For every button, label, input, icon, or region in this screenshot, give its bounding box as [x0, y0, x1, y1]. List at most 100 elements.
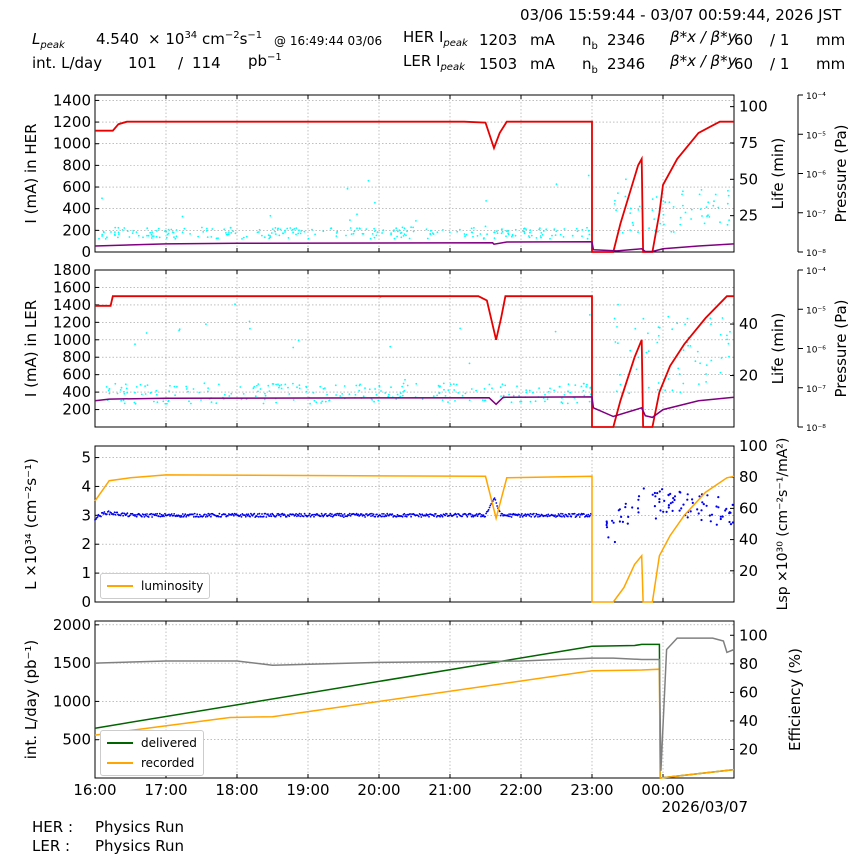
specific-lumi-point: [546, 515, 549, 518]
her-lifetime-point: [653, 218, 656, 221]
her-lifetime-point: [559, 233, 562, 236]
her-lifetime-point: [278, 234, 281, 237]
ler-lifetime-point: [375, 394, 378, 396]
specific-lumi-point: [330, 515, 332, 518]
lpeak-unit: × 1034 cm−2s−1: [148, 30, 263, 48]
ler-lifetime-point: [657, 382, 660, 384]
specific-lumi-point: [256, 513, 259, 515]
specific-lumi-point: [160, 513, 163, 516]
her-lifetime-point: [501, 230, 504, 233]
specific-lumi-point: [662, 510, 665, 513]
ler-lifetime-point: [679, 391, 682, 394]
ler-ipeak-label: LER Ipeak: [403, 52, 465, 73]
her-lifetime-point: [225, 232, 227, 234]
her-lifetime-point: [365, 228, 368, 231]
her-lifetime-point: [712, 204, 715, 207]
specific-lumi-point: [539, 514, 542, 517]
her-lifetime-point: [448, 231, 451, 234]
specific-lumi-point: [218, 512, 221, 515]
ler-current-line: [95, 295, 734, 428]
her-lifetime-point: [473, 227, 475, 229]
ler-lifetime-point: [628, 392, 631, 395]
specific-lumi-point: [320, 512, 323, 515]
specific-lumi-point: [495, 502, 498, 504]
her-lifetime-point: [708, 216, 711, 218]
x-tick-label: 18:00: [215, 781, 258, 799]
specific-lumi-point: [667, 506, 670, 509]
specific-lumi-point: [328, 514, 331, 517]
her-lifetime-point: [727, 194, 730, 197]
specific-lumi-point: [232, 513, 234, 516]
her-ytick-label: 200: [62, 221, 91, 239]
specific-lumi-point: [135, 514, 137, 516]
her-lifetime-point: [484, 225, 487, 228]
ler-lifetime-point: [534, 400, 537, 403]
ler-lifetime-point: [586, 383, 588, 386]
her-pressure-line: [94, 240, 735, 253]
specific-lumi-point: [374, 515, 377, 518]
specific-lumi-point: [257, 516, 260, 518]
her-lifetime-point: [655, 196, 658, 198]
her-lifetime-point: [381, 232, 383, 234]
ler-lifetime-point: [354, 393, 357, 396]
specific-lumi-point: [706, 494, 709, 497]
her-pressure-tick-label: 10⁻⁷: [806, 210, 826, 220]
specific-lumi-point: [129, 514, 131, 517]
ler-lifetime-point: [547, 390, 550, 393]
ler-nb-label: nb: [582, 55, 598, 76]
integrated-legend: delivered recorded: [100, 730, 204, 776]
x-tick-label: 23:00: [570, 781, 613, 799]
specific-lumi-point: [701, 501, 704, 504]
lumi-y2tick-label: 40: [739, 531, 758, 549]
her-lifetime-point: [436, 231, 439, 234]
specific-lumi-point: [193, 512, 196, 515]
her-lifetime-point: [274, 233, 277, 236]
her-lifetime-point: [523, 227, 526, 230]
specific-lumi-point: [265, 516, 268, 518]
ler-y2tick-label: 40: [739, 315, 758, 333]
ler-nb-value: 2346: [607, 55, 646, 73]
specific-lumi-point: [653, 491, 657, 495]
ler-lifetime-point: [313, 399, 316, 402]
her-lifetime-point: [670, 230, 673, 233]
ler-lifetime-point: [298, 387, 301, 390]
ler-lifetime-point: [709, 317, 712, 320]
specific-lumi-point: [359, 514, 361, 517]
her-lifetime-point: [289, 227, 292, 229]
her-lifetime-point: [625, 178, 627, 181]
ler-lifetime-point: [108, 392, 111, 395]
specific-lumi-point: [585, 514, 588, 517]
her-lifetime-point: [403, 233, 406, 236]
specific-lumi-point: [708, 514, 712, 517]
specific-lumi-point: [295, 513, 297, 515]
her-lifetime-point: [668, 201, 671, 204]
specific-lumi-point: [424, 514, 427, 517]
ler-lifetime-point: [280, 387, 283, 390]
specific-lumi-point: [144, 513, 147, 516]
ler-lifetime-point: [436, 394, 438, 397]
ler-lifetime-point: [710, 323, 712, 326]
specific-lumi-point: [141, 515, 143, 518]
specific-lumi-point: [605, 523, 608, 527]
her-lifetime-point: [170, 228, 173, 231]
ler-lifetime-point: [355, 384, 358, 387]
ler-lifetime-point: [309, 402, 311, 405]
ler-lifetime-point: [188, 400, 190, 403]
ler-lifetime-point: [205, 323, 207, 326]
specific-lumi-point: [680, 507, 683, 510]
her-lifetime-point: [346, 187, 349, 190]
specific-lumi-point: [521, 515, 524, 518]
her-lifetime-point: [442, 229, 444, 231]
ler-lifetime-point: [368, 388, 371, 391]
x-tick-label: 17:00: [144, 781, 187, 799]
specific-lumi-point: [731, 521, 735, 524]
her-lifetime-point: [514, 234, 517, 237]
her-lifetime-point: [101, 197, 103, 200]
ler-lifetime-point: [298, 384, 301, 387]
her-lifetime-point: [98, 237, 100, 240]
ler-lifetime-point: [705, 364, 708, 366]
her-lifetime-point: [717, 206, 720, 209]
her-lifetime-point: [155, 235, 158, 238]
specific-lumi-point: [686, 498, 689, 501]
intl-ytick-label: 1500: [53, 654, 91, 672]
